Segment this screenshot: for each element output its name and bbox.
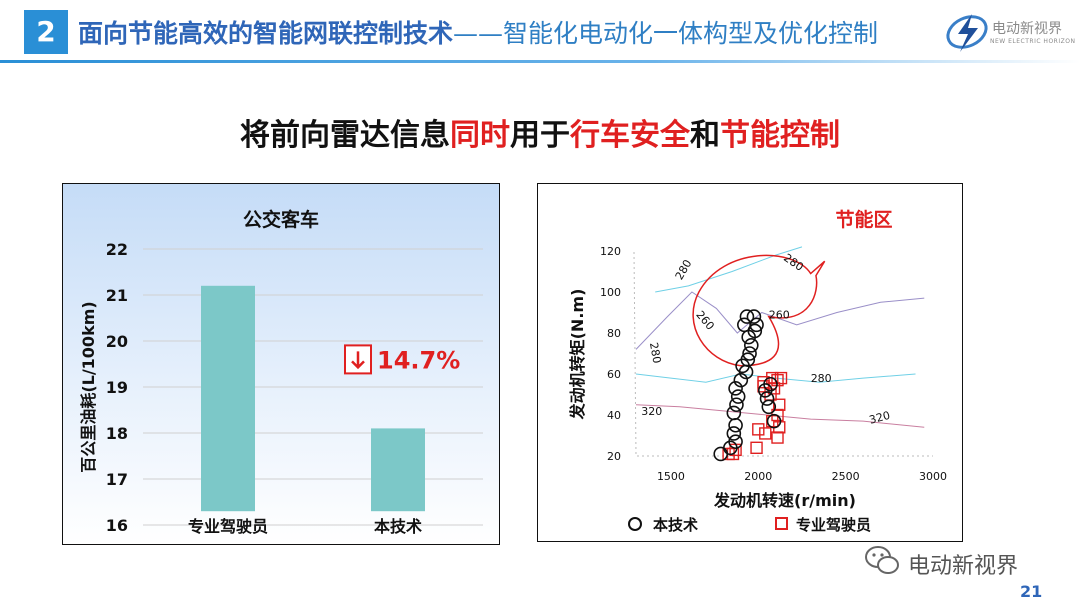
tech-point <box>759 391 775 406</box>
scatter-axes-frame <box>633 251 933 457</box>
tech-point <box>730 389 746 404</box>
tech-point <box>744 338 759 353</box>
tech-point <box>747 323 763 339</box>
scatter-y-tick-label: 20 <box>607 450 621 463</box>
scatter-x-tick-label: 2500 <box>832 470 860 483</box>
engine-operating-points-chart: 节能区 20 40 60 80 100 120 1500 2000 2500 3000 发动机转速(r… <box>568 208 947 534</box>
contour-label: 320 <box>641 405 662 418</box>
tech-point <box>740 352 756 367</box>
headline-part4: 行车安全 <box>570 118 690 153</box>
brand-name: 电动新视界 <box>992 21 1062 37</box>
energy-saving-zone-outline <box>692 254 826 367</box>
fuel-consumption-bar-chart: 公交客车 16 17 18 19 20 21 22 百公里油耗(L/100km) 专业驾驶员 本技术… <box>79 208 483 536</box>
driver-point <box>757 380 770 393</box>
driver-point <box>759 427 772 440</box>
contour-label: 260 <box>769 309 790 322</box>
tech-point <box>726 426 742 441</box>
scatter-x-tick-label: 2000 <box>744 470 772 483</box>
tech-point <box>749 317 764 333</box>
bar-y-tick-label: 18 <box>106 424 128 443</box>
tech-point <box>713 446 729 462</box>
scatter-y-axis-label: 发动机转矩(N.m) <box>568 289 587 421</box>
tech-point <box>761 399 777 415</box>
scatter-y-tick-label: 120 <box>600 245 621 258</box>
contour-line <box>655 246 803 293</box>
header-divider <box>0 60 1080 63</box>
headline-part1: 将前向雷达信息 <box>240 118 450 153</box>
scatter-chart-title: 节能区 <box>835 208 892 231</box>
scatter-x-tick-label: 3000 <box>919 470 947 483</box>
tech-point <box>766 413 782 429</box>
slide-title-main: 面向节能高效的智能网联控制技术 <box>78 19 454 48</box>
scatter-x-axis-label: 发动机转速(r/min) <box>713 491 856 510</box>
bar-y-tick-label: 17 <box>106 470 128 489</box>
legend-label-tech: 本技术 <box>653 516 698 534</box>
contour-label: 260 <box>693 308 716 332</box>
bar-y-tick-label: 19 <box>106 378 128 397</box>
reduction-annotation: 14.7% <box>377 346 460 374</box>
bar-chart-title: 公交客车 <box>243 208 319 231</box>
tech-point <box>742 346 757 361</box>
scatter-y-tick-label: 40 <box>607 409 621 422</box>
contour-label: 280 <box>647 341 663 364</box>
brand-logo-icon <box>946 14 988 52</box>
operating-points-panel: 节能区 20 40 60 80 100 120 1500 2000 2500 3000 发动机转速(r… <box>537 183 963 542</box>
legend-square-marker <box>775 517 788 530</box>
driver-point <box>752 423 765 436</box>
tech-point <box>728 381 743 396</box>
slide-subtitle: ——智能化电动化一体构型及优化控制 <box>453 19 879 48</box>
driver-point <box>774 371 788 385</box>
slide-title: 面向节能高效的智能网联控制技术——智能化电动化一体构型及优化控制 <box>78 14 878 50</box>
bar-category-label: 本技术 <box>374 517 422 536</box>
headline-part2: 同时 <box>450 118 510 153</box>
slide-headline: 将前向雷达信息同时用于行车安全和节能控制 <box>0 110 1080 154</box>
legend-label-driver: 专业驾驶员 <box>796 516 871 534</box>
bar-y-tick-label: 21 <box>106 286 128 305</box>
legend-circle-marker <box>628 517 642 531</box>
scatter-y-tick-label: 80 <box>607 327 621 340</box>
wechat-icon <box>865 546 899 574</box>
bar-y-tick-label: 16 <box>106 516 128 535</box>
bar-y-axis-label: 百公里油耗(L/100km) <box>79 301 98 472</box>
contour-label: 320 <box>868 409 892 427</box>
contour-label: 280 <box>781 251 806 274</box>
fuel-chart-panel: 公交客车 16 17 18 19 20 21 22 百公里油耗(L/100km) 专业驾驶员 本技术… <box>62 183 500 545</box>
driver-point <box>771 431 784 444</box>
scatter-y-tick-label: 60 <box>607 368 621 381</box>
bar-y-tick-label: 20 <box>106 332 128 351</box>
driver-point <box>750 441 763 454</box>
driver-point <box>773 398 786 411</box>
contour-label: 280 <box>811 372 832 385</box>
bar-y-tick-label: 22 <box>106 240 128 259</box>
headline-part3: 用于 <box>510 118 570 153</box>
brand-name-en: NEW ELECTRIC HORIZON <box>990 38 1076 45</box>
headline-part5: 和 <box>690 118 720 153</box>
footer-logo-text: 电动新视界 <box>908 554 1019 579</box>
tech-point <box>728 417 743 433</box>
scatter-y-tick-label: 100 <box>600 286 621 299</box>
tech-point <box>728 434 743 449</box>
contour-label: 280 <box>673 257 695 282</box>
bar-1 <box>371 428 425 512</box>
tech-point <box>733 372 749 388</box>
tech-point <box>726 405 742 421</box>
tech-point <box>739 309 755 324</box>
section-number-badge: 2 <box>24 10 68 54</box>
tech-point <box>763 376 778 392</box>
slide-header: 2 面向节能高效的智能网联控制技术——智能化电动化一体构型及优化控制 电动新视界… <box>0 0 1080 66</box>
bar-category-label: 专业驾驶员 <box>188 517 268 536</box>
scatter-x-tick-label: 1500 <box>657 470 685 483</box>
tech-point <box>729 397 744 413</box>
down-arrow-icon <box>344 344 372 375</box>
tech-point <box>746 309 762 324</box>
page-number: 21 <box>1020 582 1043 601</box>
bar-0 <box>201 285 255 512</box>
headline-part6: 节能控制 <box>720 118 840 153</box>
